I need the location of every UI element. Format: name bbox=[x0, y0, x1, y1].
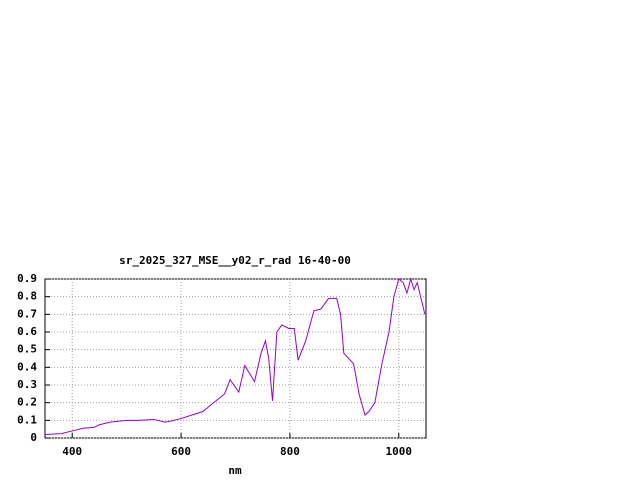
x-tick-label: 1000 bbox=[386, 445, 413, 458]
y-tick-label: 0.7 bbox=[17, 307, 37, 320]
y-tick-label: 0.1 bbox=[17, 413, 37, 426]
y-tick-label: 0.8 bbox=[17, 290, 37, 303]
x-tick-label: 400 bbox=[62, 445, 82, 458]
y-tick-label: 0 bbox=[30, 431, 37, 444]
chart-title: sr_2025_327_MSE__y02_r_rad 16-40-00 bbox=[119, 254, 351, 267]
y-tick-label: 0.9 bbox=[17, 272, 37, 285]
x-axis-label: nm bbox=[228, 464, 242, 477]
y-tick-label: 0.3 bbox=[17, 378, 37, 391]
x-tick-label: 800 bbox=[280, 445, 300, 458]
y-tick-label: 0.4 bbox=[17, 360, 37, 373]
plot-frame bbox=[44, 278, 427, 439]
x-tick-label: 600 bbox=[171, 445, 191, 458]
y-tick-label: 0.6 bbox=[17, 325, 37, 338]
y-tick-label: 0.5 bbox=[17, 343, 37, 356]
y-tick-label: 0.2 bbox=[17, 396, 37, 409]
data-line bbox=[44, 277, 426, 435]
